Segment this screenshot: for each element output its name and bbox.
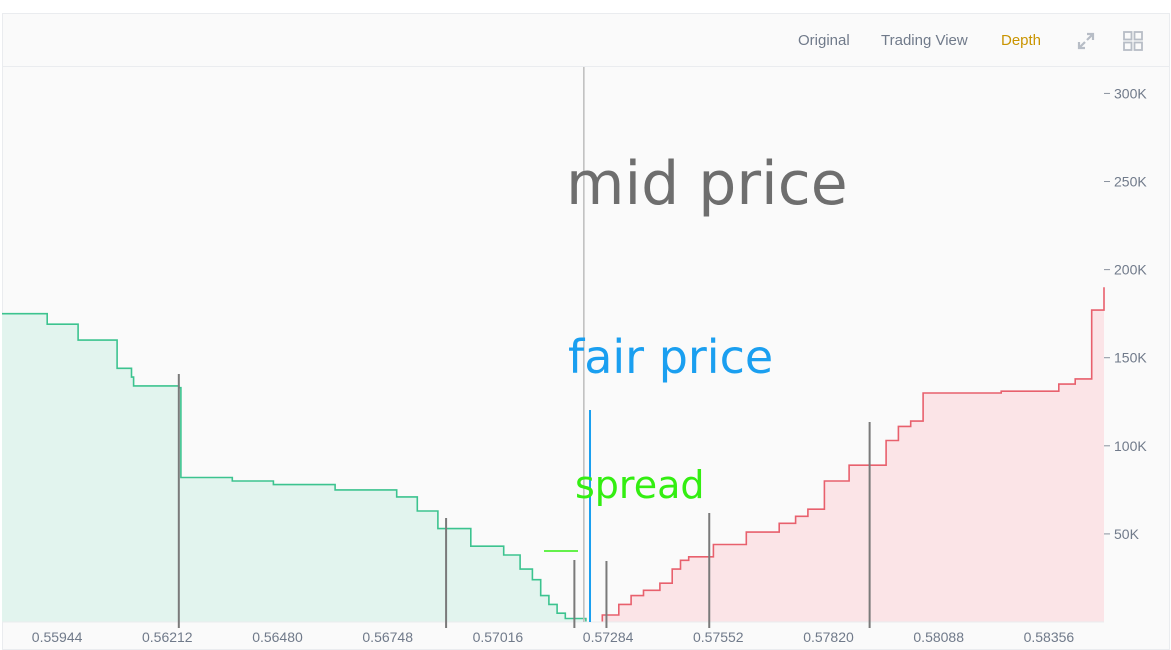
y-tick-label: 200K <box>1114 262 1147 278</box>
y-tick-label: 300K <box>1114 85 1147 101</box>
y-tick-label: 150K <box>1114 350 1147 366</box>
tab-trading-view[interactable]: Trading View <box>881 32 968 49</box>
x-tick-label: 0.57016 <box>473 629 524 645</box>
x-tick-label: 0.58356 <box>1024 629 1075 645</box>
tab-original[interactable]: Original <box>798 32 850 49</box>
x-tick-label: 0.57552 <box>693 629 744 645</box>
x-tick-label: 0.57820 <box>803 629 854 645</box>
x-tick-label: 0.55944 <box>32 629 83 645</box>
ask-depth-area <box>602 287 1104 622</box>
fair-price-annotation: fair price <box>568 330 773 384</box>
y-tick-label: 50K <box>1114 526 1140 542</box>
mid-price-annotation: mid price <box>566 149 848 219</box>
grid-layout-icon[interactable] <box>1122 30 1144 52</box>
bid-depth-area <box>2 313 586 622</box>
x-tick-label: 0.56748 <box>362 629 413 645</box>
x-tick-label: 0.57284 <box>583 629 634 645</box>
y-tick-label: 250K <box>1114 174 1147 190</box>
bid-depth-line <box>2 312 587 622</box>
y-tick-label: 100K <box>1114 438 1147 454</box>
spread-annotation: spread <box>575 463 705 507</box>
ask-depth-line <box>601 287 1105 622</box>
x-tick-label: 0.56480 <box>252 629 303 645</box>
x-tick-label: 0.58088 <box>913 629 964 645</box>
chart-toolbar: Original Trading View Depth <box>3 14 1169 67</box>
expand-icon[interactable] <box>1075 30 1097 52</box>
tab-depth[interactable]: Depth <box>1001 32 1042 49</box>
x-tick-label: 0.56212 <box>142 629 193 645</box>
